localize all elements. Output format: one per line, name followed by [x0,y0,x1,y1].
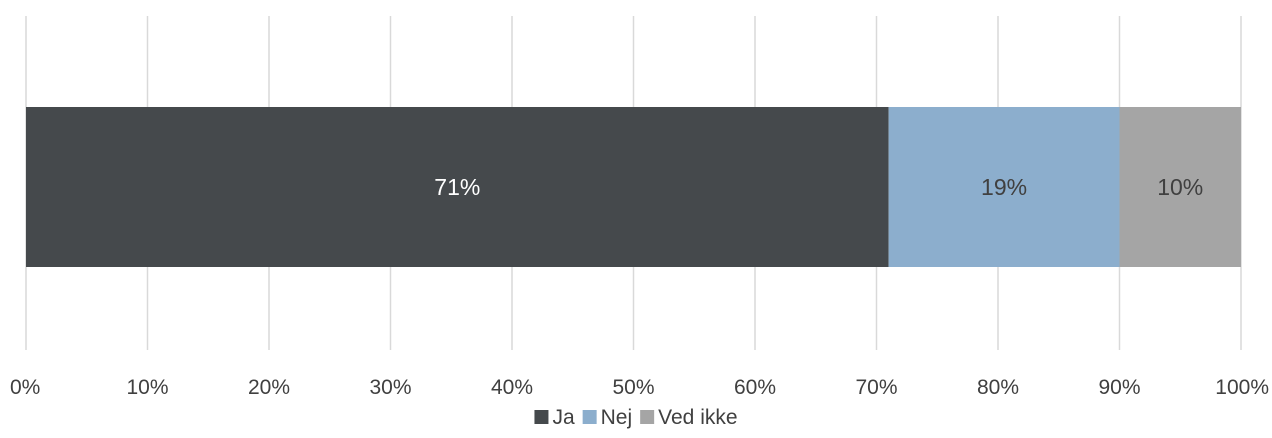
x-tick-label: 100% [1215,376,1269,399]
x-tick-label: 30% [369,376,411,399]
x-tick-label: 40% [491,376,533,399]
x-axis-tick-labels: 0% 10% 20% 30% 40% 50% 60% 70% 80% 90% 100% [10,376,1269,399]
legend-label: Nej [601,406,633,429]
x-tick-label: 0% [10,376,40,399]
legend-swatch [640,410,655,424]
legend-item: Ja [534,406,575,429]
data-labels: 71% 19% 10% [434,174,1203,200]
x-tick-label: 20% [248,376,290,399]
legend-item: Nej [582,406,633,429]
data-label: 19% [981,174,1027,200]
data-label: 71% [434,174,480,200]
x-tick-label: 60% [734,376,776,399]
legend: Ja Nej Ved ikke [534,406,738,429]
x-tick-label: 10% [126,376,168,399]
legend-item: Ved ikke [640,406,738,429]
data-label: 10% [1157,174,1203,200]
bars [26,107,1241,267]
x-tick-label: 70% [855,376,897,399]
legend-swatch [534,410,549,424]
legend-label: Ja [552,406,575,429]
bar-segment [1119,107,1241,267]
bar-segment [26,107,889,267]
legend-label: Ved ikke [658,406,737,429]
x-tick-label: 50% [612,376,654,399]
x-tick-label: 90% [1098,376,1140,399]
legend-swatch [582,410,597,424]
x-tick-label: 80% [977,376,1019,399]
bar-segment [888,107,1120,267]
